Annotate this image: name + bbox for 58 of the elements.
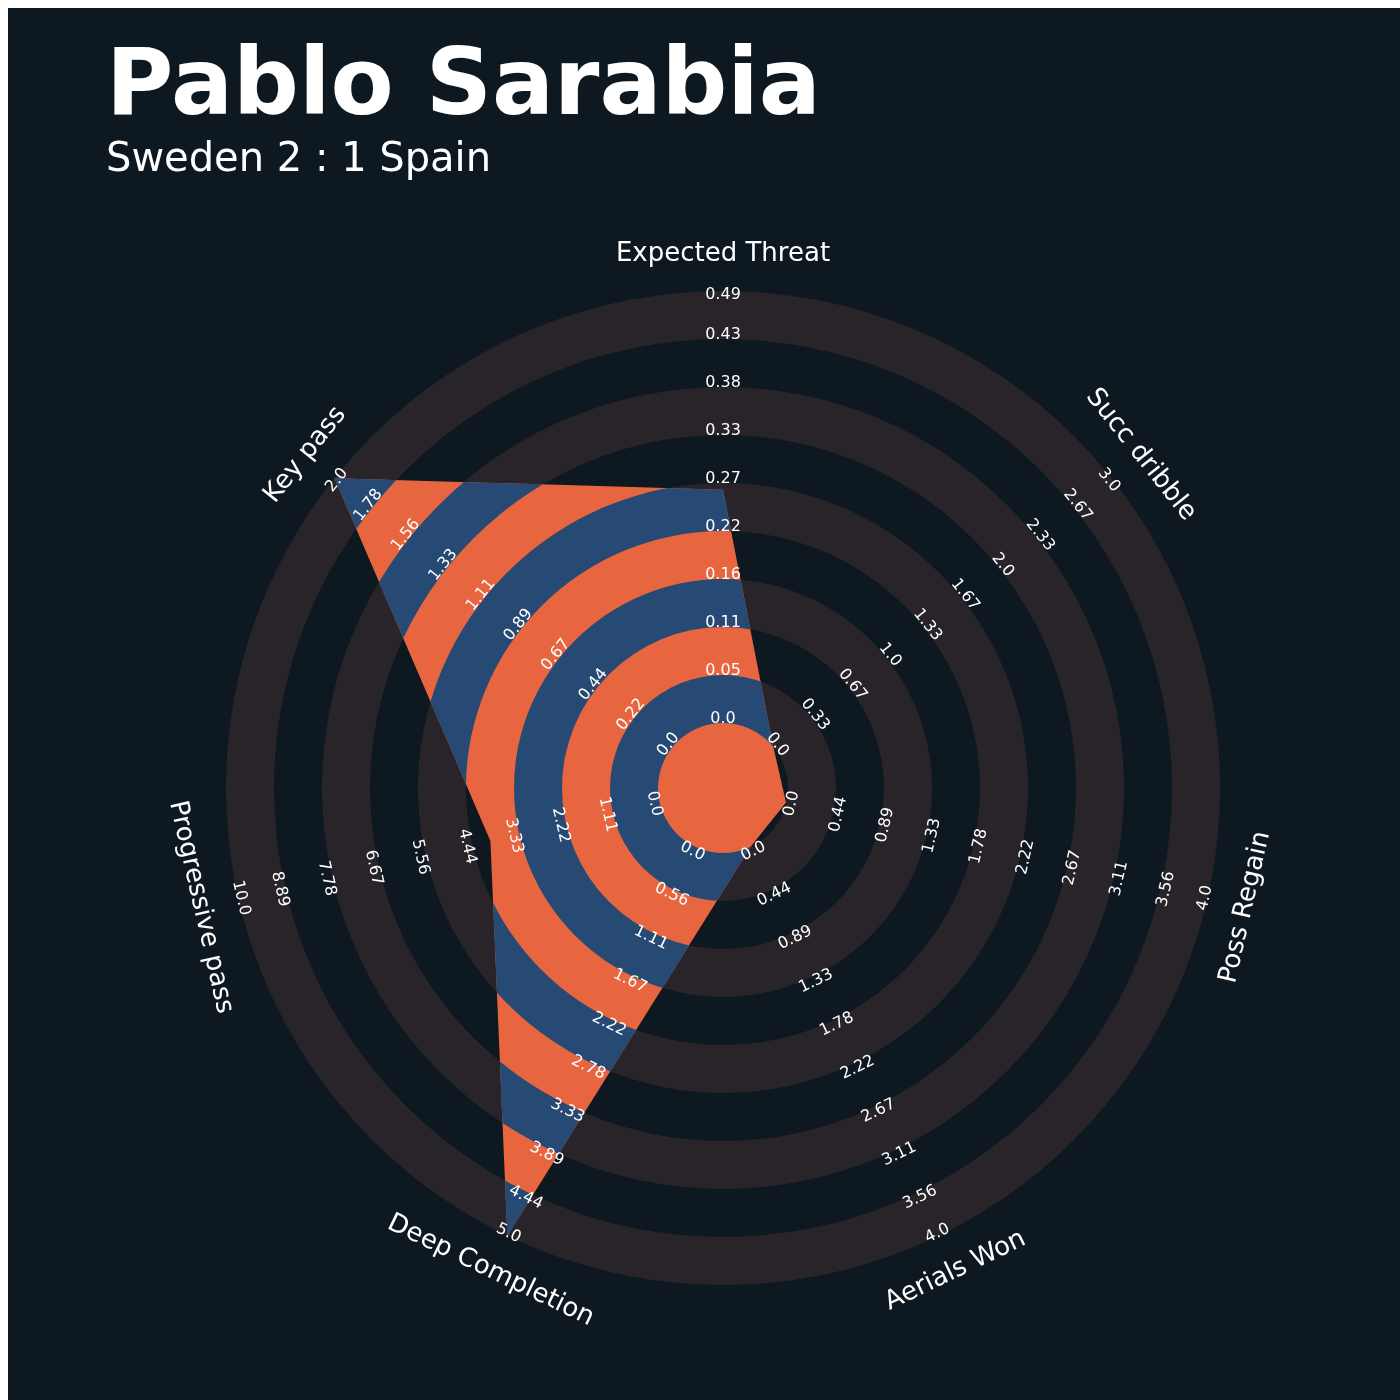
chart-subtitle: Sweden 2 : 1 Spain	[106, 134, 492, 180]
text: 1.78	[964, 826, 991, 866]
text: 10.0	[229, 878, 256, 918]
text: 0.0	[763, 727, 794, 760]
text: 0.11	[705, 611, 741, 631]
text: 1.33	[795, 963, 836, 997]
text: 0.89	[774, 920, 815, 953]
text: 1.11	[631, 920, 672, 953]
text: 0.0	[643, 788, 668, 818]
text: 4.44	[455, 826, 482, 866]
text: 0.33	[705, 419, 741, 439]
text: 2.67	[1057, 847, 1085, 887]
text: 0.0	[710, 707, 736, 727]
text: 1.78	[816, 1006, 857, 1040]
text: 5.0	[493, 1218, 525, 1247]
text: 1.0	[875, 638, 907, 670]
text: 2.78	[568, 1050, 610, 1083]
text: 0.43	[705, 323, 741, 343]
text: 1.11	[595, 794, 623, 834]
text: 0.89	[870, 805, 898, 845]
text: 6.67	[361, 847, 389, 887]
text: 3.56	[899, 1179, 940, 1213]
text: 0.0	[778, 788, 803, 818]
text: 2.22	[589, 1006, 630, 1040]
text: 2.22	[836, 1050, 878, 1083]
text: 1.67	[610, 963, 651, 997]
text: 3.11	[878, 1136, 919, 1170]
text: 0.0	[652, 727, 683, 760]
text: 7.78	[314, 858, 342, 898]
text: 3.56	[1151, 869, 1178, 909]
text: 3.0	[1094, 463, 1126, 496]
text: 5.56	[408, 837, 435, 877]
text: 2.0	[988, 548, 1020, 581]
text: 0.0	[677, 836, 709, 865]
text: 3.33	[547, 1093, 589, 1126]
text: 4.44	[506, 1179, 547, 1213]
text: 2.0	[320, 463, 352, 496]
text: 0.16	[705, 563, 741, 583]
text: 2.67	[857, 1093, 899, 1126]
text: 4.0	[921, 1218, 953, 1247]
chart-title: Pablo Sarabia	[106, 29, 821, 136]
spoke-label: Expected Threat	[615, 236, 831, 267]
text: 0.49	[705, 283, 741, 303]
text: 2.22	[1011, 837, 1038, 877]
text: 8.89	[268, 869, 295, 909]
text: 0.56	[652, 877, 693, 910]
text: 0.27	[705, 467, 741, 487]
text: 0.44	[753, 877, 794, 910]
text: 3.33	[502, 815, 529, 855]
text: 0.05	[705, 659, 741, 679]
text: 1.33	[917, 815, 944, 855]
text: 0.44	[823, 794, 851, 834]
text: 0.0	[737, 836, 769, 865]
text: 2.22	[548, 805, 576, 845]
text: 3.89	[527, 1136, 568, 1170]
text: 0.22	[705, 515, 741, 535]
text: 3.11	[1104, 858, 1132, 898]
text: 0.38	[705, 371, 741, 391]
